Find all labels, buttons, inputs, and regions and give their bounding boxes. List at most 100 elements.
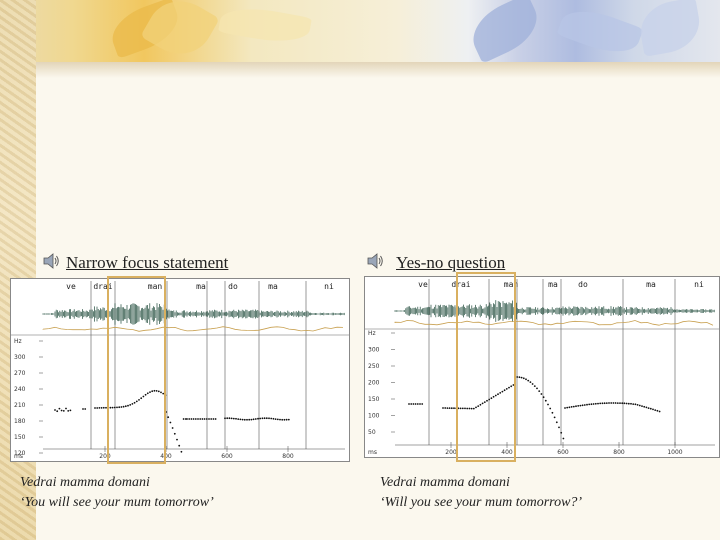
left-caption: Vedrai mamma domani ‘You will see your m… (20, 473, 214, 513)
pitch-point (246, 418, 248, 421)
pitch-point (641, 405, 643, 407)
pitch-point (151, 390, 154, 393)
pitch-point (632, 403, 635, 405)
pitch-point (453, 407, 455, 410)
syllable-label: man (504, 280, 519, 289)
pitch-point (568, 406, 571, 409)
pitch-point (581, 404, 584, 407)
pitch-point (109, 406, 112, 409)
pitch-point (60, 409, 63, 412)
speaker-icon[interactable] (366, 252, 384, 270)
leaf-decoration (463, 0, 547, 64)
pitch-point (94, 407, 96, 409)
waveform (42, 303, 345, 325)
right-caption: Vedrai mamma domani ‘Will you see your m… (380, 473, 582, 513)
leaf-decoration (556, 1, 644, 62)
pitch-point (65, 407, 67, 410)
pitch-point (226, 417, 229, 420)
pitch-point (579, 404, 582, 407)
pitch-point (111, 406, 114, 409)
pitch-point (205, 418, 208, 420)
pitch-point (603, 402, 606, 405)
syllable-label: ve (418, 280, 428, 289)
pitch-point (614, 402, 617, 404)
y-tick-label: 300 (368, 347, 380, 354)
pitch-point (124, 405, 127, 408)
pitch-point (490, 397, 493, 400)
pitch-point (162, 392, 165, 395)
pitch-point (590, 403, 593, 406)
syllable-label: man (148, 282, 163, 291)
pitch-point (122, 405, 125, 408)
pitch-point (58, 407, 61, 410)
pitch-point (525, 378, 527, 381)
pitch-point (564, 407, 566, 409)
pitch-point (171, 427, 174, 429)
pitch-point (144, 393, 147, 396)
pitch-point (551, 411, 554, 414)
pitch-point (636, 404, 639, 406)
pitch-point (553, 416, 556, 419)
right-pitch-panel: ve drai man ma do ma ni Hz 300 250 200 150 100 50 ms 20… (364, 276, 720, 458)
pitch-point (560, 431, 563, 434)
pitch-point (647, 407, 650, 409)
pitch-point (477, 405, 480, 407)
pitch-point (203, 418, 206, 420)
syllable-label: ma (268, 282, 278, 291)
pitch-point (544, 399, 547, 402)
pitch-point (180, 450, 183, 453)
pitch-point (470, 407, 473, 410)
pitch-point (612, 402, 615, 404)
pitch-point (608, 402, 610, 404)
pitch-point (601, 402, 604, 405)
pitch-point (592, 403, 595, 405)
pitch-point (599, 402, 602, 405)
pitch-point (201, 418, 204, 420)
pitch-point (237, 418, 240, 420)
pitch-point (616, 402, 619, 404)
pitch-point (138, 399, 140, 401)
pitch-point (84, 408, 87, 410)
syllable-label: ma (646, 280, 656, 289)
y-tick-label: 50 (368, 429, 376, 436)
y-tick-label: 270 (14, 370, 26, 377)
pitch-point (621, 402, 624, 405)
left-caption-line2: ‘You will see your mum tomorrow’ (20, 495, 214, 510)
pitch-point (287, 418, 290, 421)
pitch-point (597, 402, 599, 405)
pitch-point (276, 418, 279, 421)
pitch-point (645, 406, 648, 409)
pitch-point (105, 406, 107, 409)
pitch-point (520, 376, 523, 379)
pitch-point (421, 403, 424, 405)
pitch-point (510, 385, 513, 388)
pitch-point (619, 402, 621, 404)
pitch-point (212, 418, 215, 420)
pitch-point (531, 383, 534, 385)
y-tick-label: 200 (368, 380, 380, 387)
x-tick-label: 200 (99, 453, 111, 460)
syllable-label: ma (548, 280, 558, 289)
pitch-point (634, 403, 637, 406)
y-tick-label: 300 (14, 354, 26, 361)
x-tick-label: 200 (445, 449, 457, 456)
y-tick-label: 240 (14, 386, 26, 393)
y-tick-label: 150 (368, 396, 380, 403)
pitch-point (235, 417, 237, 420)
y-tick-label: 100 (368, 413, 380, 420)
pitch-point (241, 418, 244, 421)
pitch-point (442, 407, 444, 409)
pitch-point (549, 407, 552, 410)
pitch-point (547, 403, 549, 406)
pitch-point (542, 396, 545, 399)
pitch-point (199, 418, 202, 420)
pitch-point (254, 418, 257, 420)
x-tick-label: 400 (501, 449, 513, 456)
pitch-point (572, 405, 575, 408)
pitch-point (140, 397, 143, 400)
pitch-point (214, 418, 217, 420)
pitch-point (479, 403, 482, 406)
pitch-point (475, 406, 477, 409)
speaker-icon[interactable] (42, 252, 60, 270)
pitch-point (464, 407, 466, 410)
